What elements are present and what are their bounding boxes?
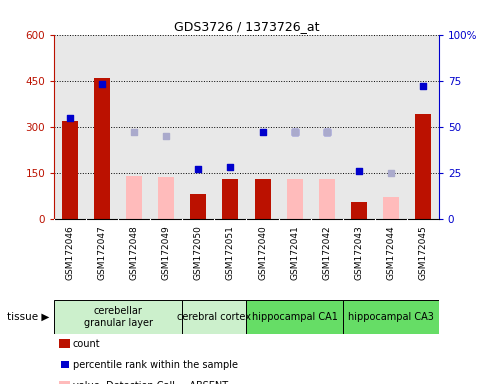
- Bar: [318, 179, 335, 219]
- Bar: [158, 177, 175, 219]
- Point: [322, 129, 330, 135]
- Point: [322, 129, 330, 135]
- Text: GSM172047: GSM172047: [98, 225, 107, 280]
- Text: GSM172046: GSM172046: [66, 225, 75, 280]
- Bar: [351, 202, 367, 219]
- Text: hippocampal CA3: hippocampal CA3: [348, 312, 434, 322]
- Text: value, Detection Call = ABSENT: value, Detection Call = ABSENT: [73, 381, 228, 384]
- Bar: [62, 121, 78, 219]
- Point: [66, 114, 74, 121]
- Bar: [246, 300, 343, 334]
- Bar: [343, 300, 439, 334]
- Bar: [286, 179, 303, 219]
- Text: percentile rank within the sample: percentile rank within the sample: [73, 360, 238, 370]
- Bar: [190, 194, 207, 219]
- Text: count: count: [73, 339, 101, 349]
- Text: GSM172041: GSM172041: [290, 225, 299, 280]
- Text: GSM172051: GSM172051: [226, 225, 235, 280]
- Text: GSM172045: GSM172045: [418, 225, 427, 280]
- Point: [194, 166, 202, 172]
- Point: [290, 129, 298, 135]
- Bar: [126, 176, 142, 219]
- Text: GSM172050: GSM172050: [194, 225, 203, 280]
- Title: GDS3726 / 1373726_at: GDS3726 / 1373726_at: [174, 20, 319, 33]
- Text: cerebellar
granular layer: cerebellar granular layer: [84, 306, 153, 328]
- Point: [354, 168, 362, 174]
- Text: GSM172042: GSM172042: [322, 225, 331, 280]
- Point: [98, 81, 106, 88]
- Bar: [182, 300, 246, 334]
- Text: tissue ▶: tissue ▶: [7, 312, 49, 322]
- Point: [226, 164, 234, 170]
- Point: [419, 83, 426, 89]
- Text: GSM172040: GSM172040: [258, 225, 267, 280]
- Bar: [54, 300, 182, 334]
- Text: hippocampal CA1: hippocampal CA1: [251, 312, 338, 322]
- Bar: [222, 179, 239, 219]
- Point: [290, 129, 298, 135]
- Bar: [286, 179, 303, 219]
- Point: [387, 170, 394, 176]
- Bar: [415, 114, 431, 219]
- Text: GSM172049: GSM172049: [162, 225, 171, 280]
- Point: [258, 129, 266, 135]
- Bar: [383, 197, 399, 219]
- Bar: [254, 179, 271, 219]
- Point: [130, 129, 138, 135]
- Bar: [318, 179, 335, 219]
- Text: cerebral cortex: cerebral cortex: [177, 312, 251, 322]
- Point: [162, 133, 170, 139]
- Text: GSM172043: GSM172043: [354, 225, 363, 280]
- Bar: [94, 78, 110, 219]
- Text: GSM172048: GSM172048: [130, 225, 139, 280]
- Text: GSM172044: GSM172044: [386, 225, 395, 280]
